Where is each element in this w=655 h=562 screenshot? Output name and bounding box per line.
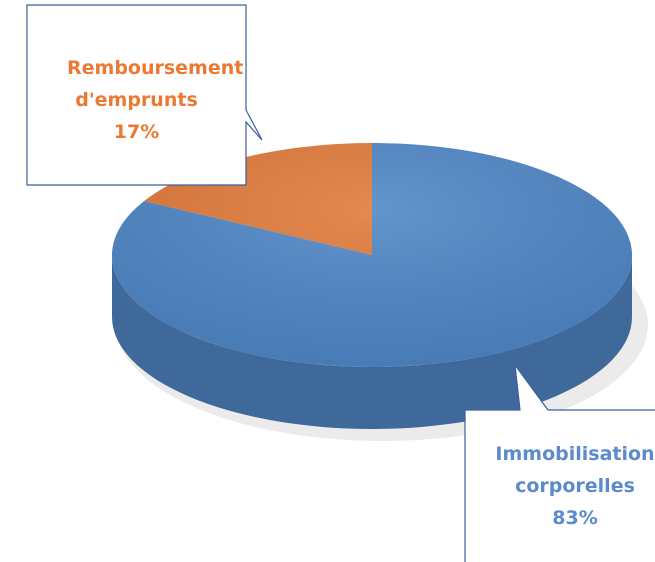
- data-label: Remboursement d'emprunts 17%: [27, 52, 246, 148]
- data-label: Immobilisation corporelles 83%: [470, 438, 655, 534]
- value-label: 83%: [552, 507, 598, 529]
- category-label: Remboursement d'emprunts: [67, 57, 244, 111]
- pie-side: [112, 255, 632, 429]
- callout-box: [26, 4, 263, 186]
- category-label: Immobilisation corporelles: [495, 443, 655, 497]
- pie-highlight: [112, 143, 632, 367]
- callout-box: [464, 362, 655, 562]
- value-label: 17%: [113, 121, 160, 143]
- pie: [111, 143, 648, 441]
